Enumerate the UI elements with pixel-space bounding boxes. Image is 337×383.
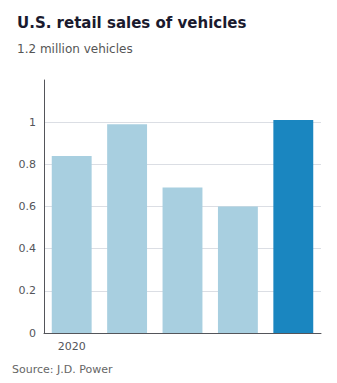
svg-text:1.2 million vehicles: 1.2 million vehicles [17,42,133,56]
svg-text:U.S. retail sales of vehicles: U.S. retail sales of vehicles [17,14,247,32]
svg-text:2020: 2020 [58,340,86,353]
svg-text:Source: J.D. Power: Source: J.D. Power [12,363,113,376]
svg-text:0.8: 0.8 [19,158,37,171]
svg-text:0: 0 [29,327,36,340]
svg-text:0.6: 0.6 [19,200,37,213]
svg-text:1: 1 [29,116,36,129]
svg-text:0.4: 0.4 [19,242,37,255]
svg-text:0.2: 0.2 [19,284,37,297]
